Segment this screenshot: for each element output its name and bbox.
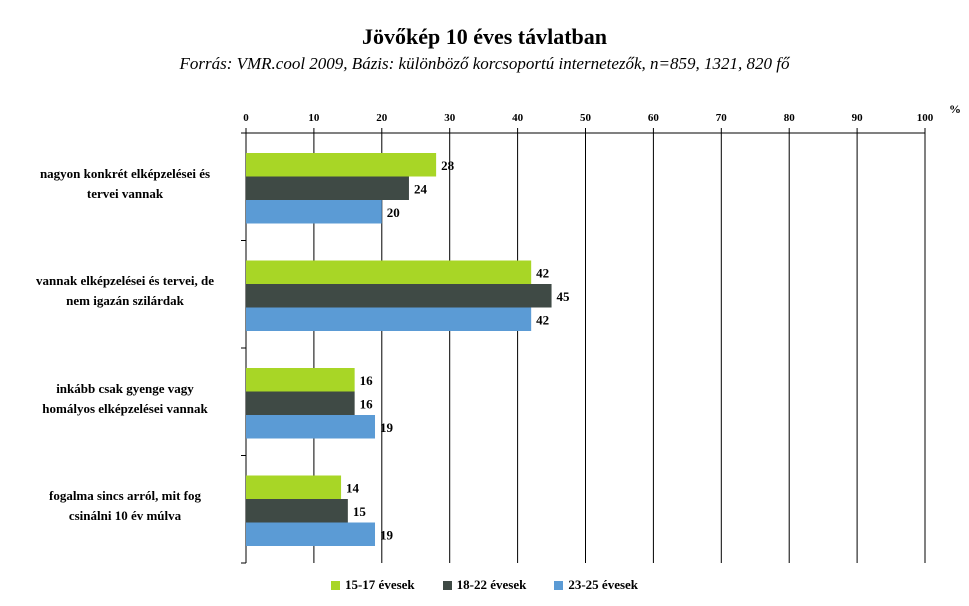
x-tick-label: 40 <box>512 112 524 124</box>
category-label: vannak elképzelései és tervei, de nem iga… <box>15 271 235 311</box>
bar <box>246 368 355 392</box>
x-tick-label: 80 <box>784 112 796 124</box>
legend-swatch <box>442 580 452 590</box>
x-tick-label: 30 <box>444 112 456 124</box>
chart-title: Jövőkép 10 éves távlatban <box>361 24 608 49</box>
legend-item: 18-22 évesek <box>442 577 527 593</box>
x-tick-label: 90 <box>852 112 864 124</box>
unit-label: % <box>949 102 961 116</box>
chart-subtitle: Forrás: VMR.cool 2009, Bázis: különböző … <box>179 54 790 73</box>
data-label: 20 <box>387 205 400 220</box>
category-label-line: nagyon konkrét elképzelései és <box>39 165 211 181</box>
category-label-line: fogalma sincs arról, mit fog <box>48 488 201 504</box>
category-label-line: vannak elképzelései és tervei, de <box>36 273 214 289</box>
bar <box>246 260 532 284</box>
data-label: 45 <box>557 289 571 304</box>
x-tick-label: 0 <box>243 112 249 124</box>
legend-item: 15-17 évesek <box>330 577 415 593</box>
bar <box>246 499 348 523</box>
bar <box>246 475 342 499</box>
legend-label: 18-22 évesek <box>456 577 527 592</box>
bar <box>246 200 382 224</box>
data-label: 16 <box>360 373 374 388</box>
x-tick-label: 60 <box>648 112 660 124</box>
data-label: 15 <box>353 504 367 519</box>
data-label: 19 <box>380 420 394 435</box>
category-label-line: tervei vannak <box>86 185 164 201</box>
x-tick-label: 100 <box>917 112 934 124</box>
category-label-line: inkább csak gyenge vagy <box>56 380 194 396</box>
bar <box>246 284 552 308</box>
category-label: inkább csak gyenge vagy homályos elképzel… <box>15 379 235 419</box>
data-label: 42 <box>536 312 549 327</box>
category-label: fogalma sincs arról, mit fog csinálni 10 … <box>15 486 235 526</box>
data-label: 42 <box>536 265 549 280</box>
category-label-line: nem igazán szilárdak <box>66 293 184 309</box>
legend-label: 23-25 évesek <box>568 577 639 592</box>
legend-label: 15-17 évesek <box>344 577 415 592</box>
legend-swatch <box>330 580 340 590</box>
data-label: 19 <box>380 527 394 542</box>
x-tick-label: 50 <box>580 112 592 124</box>
legend-item: 23-25 évesek <box>554 577 638 593</box>
category-label: nagyon konkrét elképzelései és tervei van… <box>15 164 235 204</box>
bar <box>246 522 376 546</box>
data-label: 28 <box>441 158 455 173</box>
x-tick-label: 20 <box>376 112 388 124</box>
category-label-line: homályos elképzelései vannak <box>42 400 208 416</box>
data-label: 14 <box>346 480 360 495</box>
x-tick-label: 70 <box>716 112 728 124</box>
bar <box>246 391 355 415</box>
bar <box>246 153 437 177</box>
legend: 15-17 évesek 18-22 évesek 23-25 évesek <box>0 577 969 593</box>
category-label-line: csinálni 10 év múlva <box>68 508 182 524</box>
bar <box>246 415 376 439</box>
bar <box>246 176 409 200</box>
bar <box>246 307 532 331</box>
legend-swatch <box>554 580 564 590</box>
data-label: 16 <box>360 396 374 411</box>
data-label: 24 <box>414 181 428 196</box>
x-tick-label: 10 <box>308 112 320 124</box>
